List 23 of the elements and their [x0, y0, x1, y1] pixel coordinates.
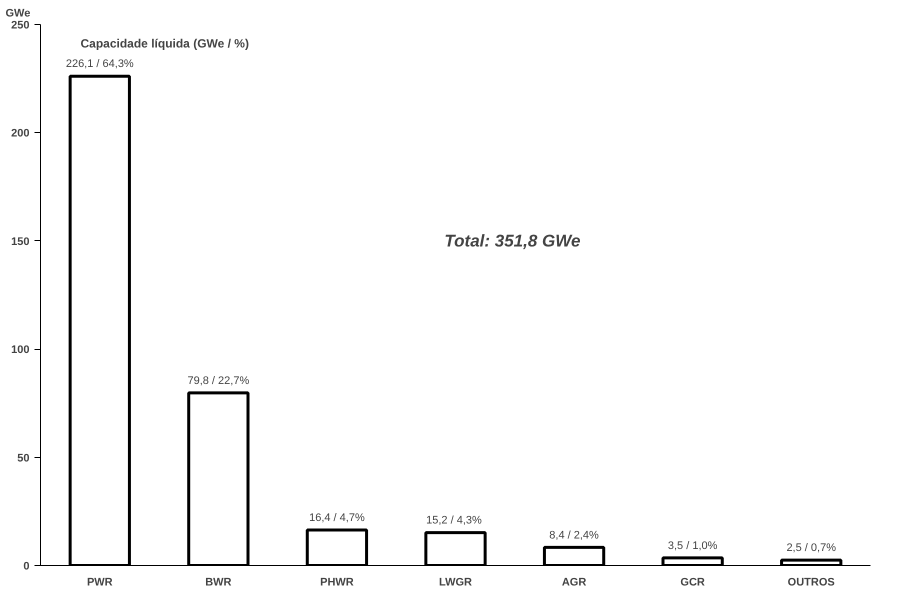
data-label: 226,1 / 64,3% [66, 58, 134, 70]
annotation: Total: 351,8 GWe [444, 231, 580, 250]
x-tick-label: BWR [205, 576, 232, 588]
y-tick-label: 100 [11, 344, 30, 356]
data-label: 16,4 / 4,7% [309, 512, 365, 524]
y-tick-label: 250 [11, 20, 30, 32]
x-tick-label: OUTROS [788, 576, 835, 588]
data-label: 79,8 / 22,7% [187, 374, 250, 387]
x-tick-label: GCR [680, 576, 705, 588]
x-tick-label: PHWR [320, 576, 354, 588]
data-label: 15,2 / 4,3% [426, 514, 482, 527]
text: Capacidade líquida (GWe / %) [80, 36, 249, 50]
x-tick-label: AGR [562, 576, 586, 588]
data-label: 3,5 / 1,0% [668, 540, 718, 552]
y-tick-label: 150 [11, 236, 30, 248]
y-tick-label: 0 [23, 560, 30, 572]
data-label: 2,5 / 0,7% [786, 542, 836, 554]
y-tick-label: 50 [17, 452, 30, 464]
y-tick-label: 200 [11, 128, 30, 140]
data-label: 8,4 / 2,4% [549, 529, 600, 542]
x-tick-label: LWGR [439, 576, 472, 588]
x-tick-label: PWR [86, 576, 113, 588]
y-axis-title: GWe [6, 8, 30, 20]
